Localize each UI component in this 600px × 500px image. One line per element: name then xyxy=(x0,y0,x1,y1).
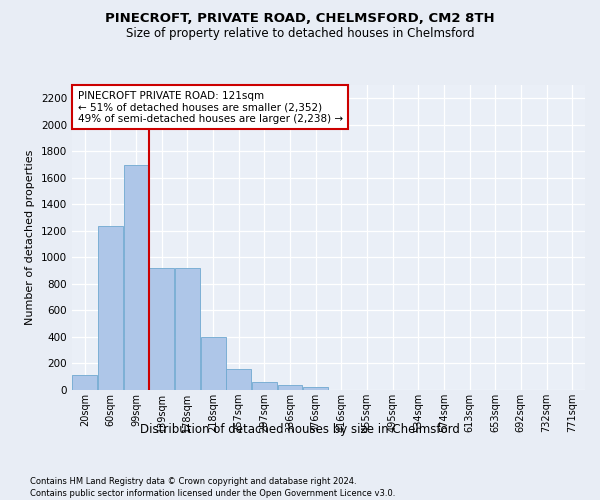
Bar xyxy=(98,226,123,390)
Text: Size of property relative to detached houses in Chelmsford: Size of property relative to detached ho… xyxy=(125,28,475,40)
Bar xyxy=(226,370,251,390)
Text: PINECROFT, PRIVATE ROAD, CHELMSFORD, CM2 8TH: PINECROFT, PRIVATE ROAD, CHELMSFORD, CM2… xyxy=(105,12,495,26)
Bar xyxy=(278,386,302,390)
Y-axis label: Number of detached properties: Number of detached properties xyxy=(25,150,35,325)
Text: Distribution of detached houses by size in Chelmsford: Distribution of detached houses by size … xyxy=(140,422,460,436)
Bar xyxy=(303,386,328,390)
Text: Contains HM Land Registry data © Crown copyright and database right 2024.: Contains HM Land Registry data © Crown c… xyxy=(30,478,356,486)
Bar xyxy=(200,337,226,390)
Bar xyxy=(149,268,174,390)
Bar xyxy=(252,382,277,390)
Bar xyxy=(175,268,200,390)
Bar xyxy=(73,376,97,390)
Text: Contains public sector information licensed under the Open Government Licence v3: Contains public sector information licen… xyxy=(30,489,395,498)
Bar xyxy=(124,164,149,390)
Text: PINECROFT PRIVATE ROAD: 121sqm
← 51% of detached houses are smaller (2,352)
49% : PINECROFT PRIVATE ROAD: 121sqm ← 51% of … xyxy=(77,90,343,124)
